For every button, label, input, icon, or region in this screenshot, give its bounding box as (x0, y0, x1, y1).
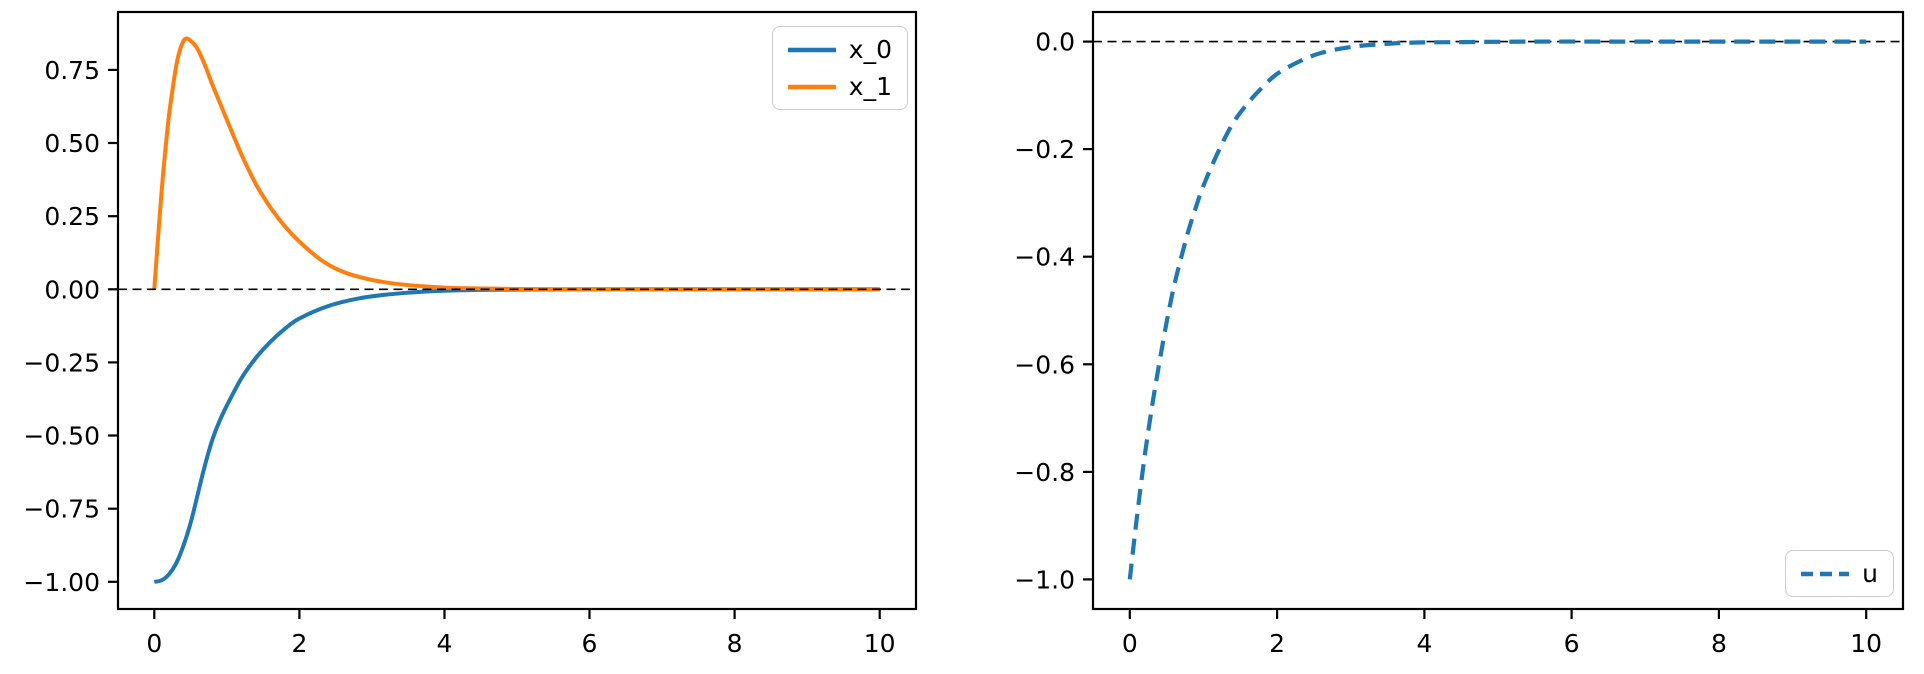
series-u (1127, 39, 1867, 580)
y-tick-label: 0.50 (44, 129, 100, 158)
y-tick-label: −0.25 (23, 348, 100, 377)
y-tick-label: −0.50 (23, 422, 100, 451)
legend-label-x_0: x_0 (848, 35, 892, 64)
legend-item-x_1: x_1 (787, 72, 892, 101)
y-tick-label: −0.8 (1014, 458, 1075, 487)
x-tick-label: 6 (582, 629, 598, 658)
series-x_1 (152, 36, 880, 292)
control-plot-legend: u (1785, 550, 1894, 597)
y-tick-label: −0.2 (1014, 135, 1075, 164)
x-tick-label: 0 (1122, 629, 1138, 658)
y-tick-label: −0.6 (1014, 350, 1075, 379)
x-tick-label: 0 (146, 629, 162, 658)
y-tick-label: 0.0 (1035, 28, 1075, 57)
x-tick-label: 8 (727, 629, 743, 658)
y-tick-label: −1.00 (23, 568, 100, 597)
x-tick-label: 4 (437, 629, 453, 658)
y-tick-label: −1.0 (1014, 565, 1075, 594)
states-plot-legend: x_0 x_1 (771, 26, 908, 110)
legend-line-sample-u (1801, 571, 1850, 576)
y-tick-label: 0.25 (44, 202, 100, 231)
axes-frame (1091, 10, 1905, 611)
legend-label-u: u (1862, 559, 1878, 588)
x-tick-label: 6 (1564, 629, 1580, 658)
x-tick-label: 8 (1711, 629, 1727, 658)
states-plot-canvas: 0 2 4 6 8 10 0.75 0.50 0.25 0.00 −0.25 −0.50 −0.75 −1… (23, 10, 918, 658)
axes-frame (116, 10, 918, 611)
legend-item-u: u (1801, 561, 1878, 586)
legend-item-x_0: x_0 (787, 35, 892, 64)
y-tick-label: 0.75 (44, 56, 100, 85)
x-tick-label: 2 (291, 629, 307, 658)
control-plot: 0 2 4 6 8 10 0.0 −0.2 −0.4 −0.6 −0.8 −1.0 u (1014, 10, 1905, 658)
y-tick-label: −0.75 (23, 495, 100, 524)
legend-label-x_1: x_1 (848, 72, 892, 101)
x-tick-label: 2 (1269, 629, 1285, 658)
x-tick-label: 10 (1850, 629, 1882, 658)
y-tick-label: −0.4 (1014, 243, 1075, 272)
y-tick-label: 0.00 (44, 275, 100, 304)
control-plot-canvas: 0 2 4 6 8 10 0.0 −0.2 −0.4 −0.6 −0.8 −1.0 (1014, 10, 1905, 658)
x-tick-label: 4 (1416, 629, 1432, 658)
legend-line-sample-x_1 (787, 84, 836, 89)
legend-line-sample-x_0 (787, 47, 836, 52)
states-plot: 0 2 4 6 8 10 0.75 0.50 0.25 0.00 −0.25 −0.50 −0.75 −1… (23, 10, 918, 658)
x-tick-label: 10 (864, 629, 896, 658)
series-x_0 (153, 287, 880, 584)
